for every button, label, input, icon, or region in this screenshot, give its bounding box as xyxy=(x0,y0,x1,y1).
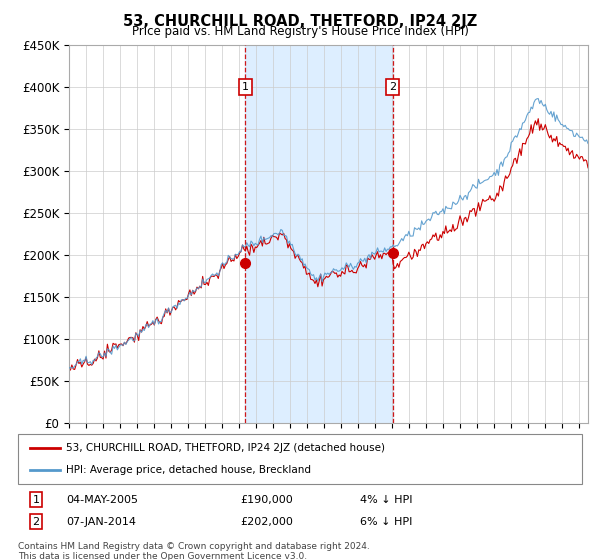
Text: HPI: Average price, detached house, Breckland: HPI: Average price, detached house, Brec… xyxy=(66,465,311,475)
Text: Price paid vs. HM Land Registry's House Price Index (HPI): Price paid vs. HM Land Registry's House … xyxy=(131,25,469,38)
Text: 04-MAY-2005: 04-MAY-2005 xyxy=(66,494,138,505)
Text: 2: 2 xyxy=(389,82,396,92)
Text: 4% ↓ HPI: 4% ↓ HPI xyxy=(360,494,413,505)
Text: 1: 1 xyxy=(242,82,249,92)
Text: 53, CHURCHILL ROAD, THETFORD, IP24 2JZ (detached house): 53, CHURCHILL ROAD, THETFORD, IP24 2JZ (… xyxy=(66,443,385,453)
Text: 6% ↓ HPI: 6% ↓ HPI xyxy=(360,517,412,527)
Text: £202,000: £202,000 xyxy=(240,517,293,527)
Text: 2: 2 xyxy=(32,517,40,527)
Text: 53, CHURCHILL ROAD, THETFORD, IP24 2JZ: 53, CHURCHILL ROAD, THETFORD, IP24 2JZ xyxy=(123,14,477,29)
Text: Contains HM Land Registry data © Crown copyright and database right 2024.
This d: Contains HM Land Registry data © Crown c… xyxy=(18,542,370,560)
Text: £190,000: £190,000 xyxy=(240,494,293,505)
Text: 07-JAN-2014: 07-JAN-2014 xyxy=(66,517,136,527)
Bar xyxy=(245,45,392,423)
Text: 1: 1 xyxy=(32,494,40,505)
